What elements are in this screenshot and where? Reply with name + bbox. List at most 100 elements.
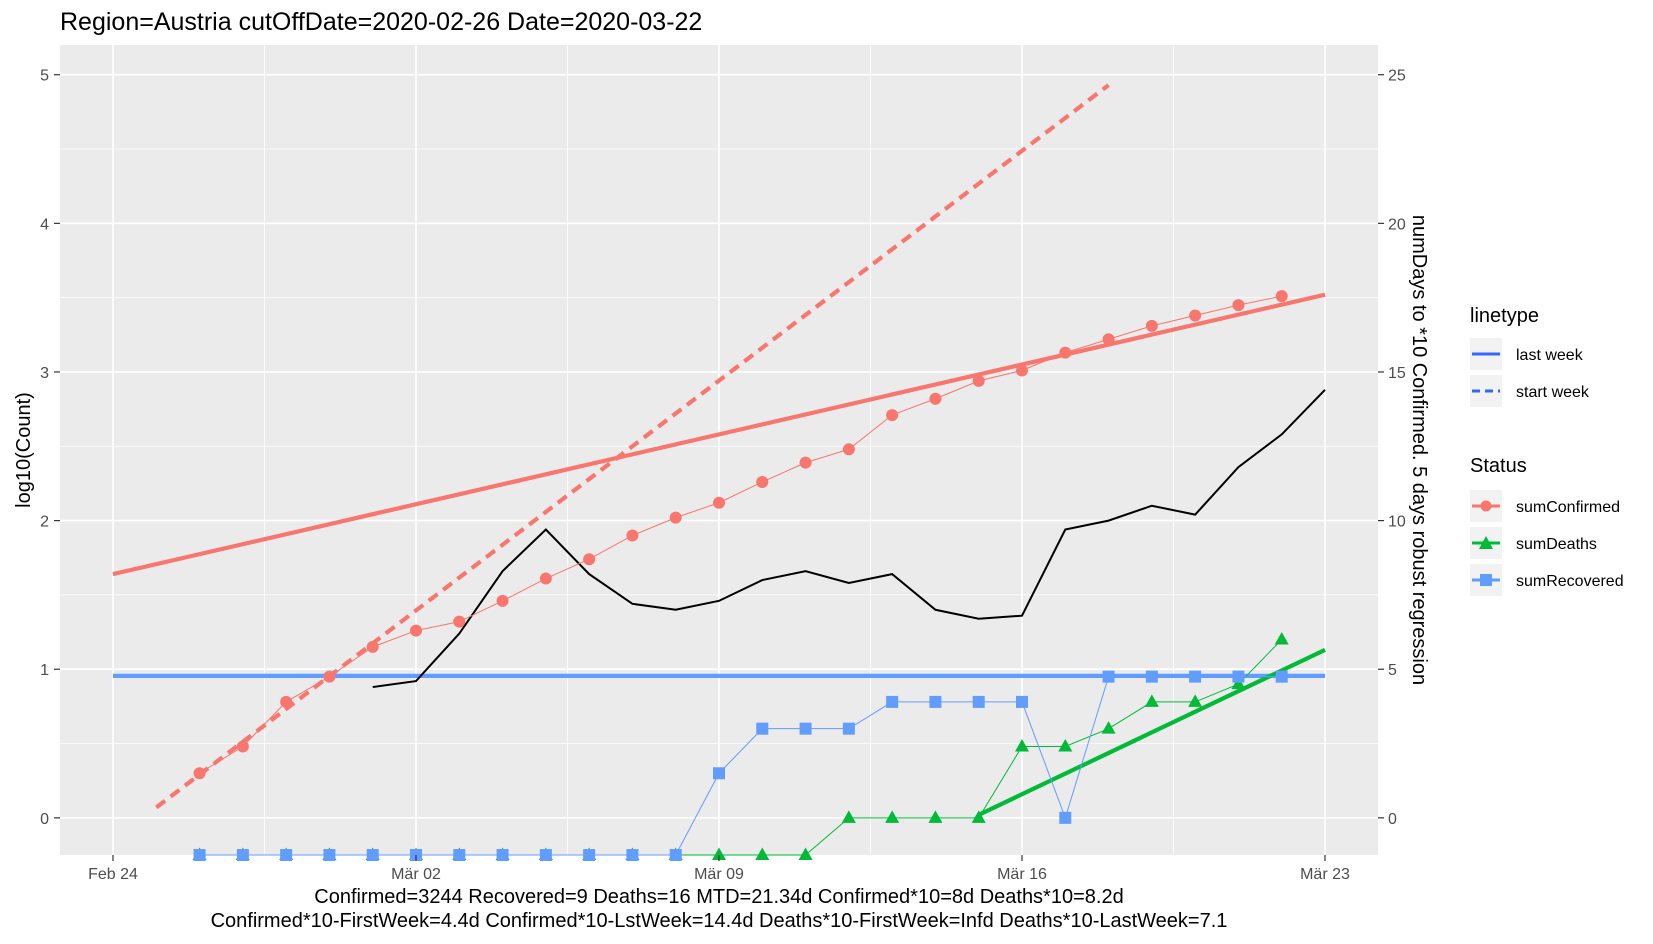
point-sumDeaths	[1231, 676, 1246, 690]
y-axis-title: log10(Count)	[13, 392, 35, 508]
x-tick-label: Feb 24	[88, 866, 138, 883]
point-sumConfirmed	[929, 392, 942, 405]
y2-tick-label: 10	[1388, 514, 1406, 531]
point-sumDeaths	[798, 847, 813, 860]
x-tick-label: Mär 23	[1300, 866, 1350, 883]
point-sumConfirmed	[280, 695, 293, 708]
fit-line-confirmed-start-week	[155, 83, 1110, 810]
point-sumRecovered	[1145, 670, 1158, 683]
point-sumConfirmed	[410, 624, 422, 637]
point-sumRecovered	[1102, 670, 1115, 683]
point-sumRecovered	[539, 849, 552, 861]
point-sumConfirmed	[1232, 299, 1245, 312]
point-sumConfirmed	[626, 529, 639, 542]
point-sumDeaths	[841, 810, 856, 823]
fit-line-deaths-last-week	[977, 648, 1326, 817]
legend-title-linetype: linetype	[1470, 305, 1539, 327]
point-sumRecovered	[583, 849, 596, 861]
point-sumConfirmed	[756, 475, 769, 488]
point-sumRecovered	[453, 849, 466, 861]
point-sumRecovered	[496, 849, 509, 861]
legend-title-status: Status	[1470, 455, 1527, 477]
caption-line-2: Confirmed*10-FirstWeek=4.4d Confirmed*10…	[211, 910, 1228, 932]
point-sumConfirmed	[453, 615, 466, 628]
point-sumRecovered	[713, 767, 725, 780]
point-sumRecovered	[1232, 670, 1245, 683]
point-sumRecovered	[756, 722, 769, 735]
point-sumDeaths	[712, 847, 726, 860]
point-sumDeaths	[928, 810, 943, 823]
y-tick-label: 1	[40, 662, 49, 679]
point-sumConfirmed	[1275, 290, 1288, 303]
y2-tick-label: 15	[1388, 365, 1406, 382]
point-sumRecovered	[842, 722, 855, 735]
caption-line-1: Confirmed=3244 Recovered=9 Deaths=16 MTD…	[314, 886, 1123, 908]
series-line-sumRecovered	[199, 676, 1282, 856]
point-sumDeaths	[1015, 739, 1029, 752]
point-sumConfirmed	[713, 496, 725, 509]
point-sumDeaths	[1274, 631, 1289, 645]
legend-key-square-icon	[1480, 574, 1492, 586]
point-sumConfirmed	[496, 594, 509, 607]
point-sumDeaths	[1058, 739, 1073, 752]
point-sumConfirmed	[1059, 346, 1072, 359]
y-tick-label: 3	[40, 365, 49, 382]
series-layer	[192, 290, 1326, 861]
legend-key-triangle-icon	[1479, 536, 1493, 549]
point-sumConfirmed	[842, 443, 855, 456]
axis-layer: Feb 24 Mär 02 Mär 09 Mär 16 Mär 23 0 1 2 3 4 5 0 5 10…	[40, 68, 1406, 883]
point-sumDeaths	[1101, 721, 1116, 734]
point-sumConfirmed	[236, 740, 249, 753]
point-sumRecovered	[323, 849, 336, 861]
point-sumRecovered	[366, 849, 379, 861]
y2-tick-label: 20	[1388, 216, 1406, 233]
point-sumRecovered	[669, 849, 682, 861]
y2-tick-label: 0	[1388, 811, 1397, 828]
point-sumConfirmed	[1016, 364, 1028, 377]
point-sumRecovered	[1016, 695, 1028, 708]
point-sumDeaths	[1144, 694, 1159, 707]
point-sumDeaths	[755, 847, 770, 860]
point-sumConfirmed	[972, 374, 985, 387]
y-tick-label: 4	[40, 216, 49, 233]
legend: linetype last week start week Status sum…	[1470, 305, 1624, 596]
point-sumDeaths	[971, 810, 986, 823]
point-sumRecovered	[236, 849, 249, 861]
x-tick-label: Mär 09	[694, 866, 744, 883]
point-sumDeaths	[885, 810, 900, 823]
y2-axis-title: numDays to *10 Confirmed. 5 days robust …	[1408, 215, 1430, 685]
point-sumConfirmed	[669, 511, 682, 524]
point-sumConfirmed	[583, 553, 596, 566]
point-sumRecovered	[280, 849, 293, 861]
legend-label-start-week: start week	[1516, 384, 1590, 401]
legend-key-circle-icon	[1480, 500, 1492, 512]
y2-tick-label: 5	[1388, 662, 1397, 679]
point-sumRecovered	[1275, 670, 1288, 683]
point-sumRecovered	[886, 695, 899, 708]
point-sumConfirmed	[323, 670, 336, 683]
legend-label-confirmed: sumConfirmed	[1516, 499, 1620, 516]
legend-label-recovered: sumRecovered	[1516, 573, 1624, 590]
point-sumRecovered	[626, 849, 639, 861]
fit-line-confirmed-last-week	[112, 292, 1326, 577]
y-tick-label: 5	[40, 68, 49, 85]
grid-layer	[60, 45, 1378, 855]
point-sumConfirmed	[366, 640, 379, 653]
y-tick-label: 2	[40, 514, 49, 531]
legend-label-last-week: last week	[1516, 347, 1584, 364]
point-sumRecovered	[193, 849, 206, 861]
chart-title: Region=Austria cutOffDate=2020-02-26 Dat…	[60, 8, 702, 36]
y-tick-label: 0	[40, 811, 49, 828]
series-line-sumConfirmed	[199, 295, 1282, 774]
point-sumRecovered	[929, 695, 942, 708]
x-tick-label: Mär 02	[391, 866, 441, 883]
point-sumRecovered	[1189, 670, 1202, 683]
point-sumConfirmed	[886, 409, 899, 422]
point-sumConfirmed	[1189, 309, 1202, 322]
point-sumConfirmed	[1102, 333, 1115, 346]
point-sumConfirmed	[193, 767, 206, 780]
point-sumDeaths	[1188, 694, 1203, 707]
point-sumConfirmed	[539, 572, 552, 585]
